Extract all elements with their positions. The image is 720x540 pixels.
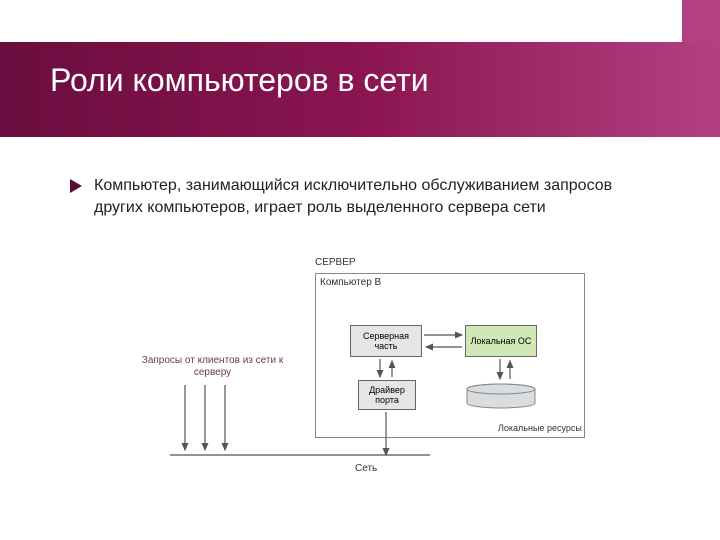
node-server-part: Серверная часть (350, 325, 422, 357)
bullet-icon (70, 179, 82, 198)
local-resources-icon (465, 383, 537, 409)
page-title: Роли компьютеров в сети (50, 62, 429, 99)
accent-block (682, 0, 720, 42)
outer-label: СЕРВЕР (315, 257, 356, 268)
bullet-text: Компьютер, занимающийся исключительно об… (94, 175, 660, 218)
requests-label: Запросы от клиентов из сети к серверу (140, 355, 285, 379)
node-local-os: Локальная ОС (465, 325, 537, 357)
network-label: Сеть (355, 463, 377, 474)
resources-label: Локальные ресурсы (498, 423, 582, 433)
outer-sublabel: Компьютер B (320, 277, 381, 288)
node-port-driver: Драйвер порта (358, 380, 416, 410)
diagram: СЕРВЕР Компьютер B Серверная часть Локал… (140, 255, 610, 505)
body-block: Компьютер, занимающийся исключительно об… (70, 175, 660, 218)
